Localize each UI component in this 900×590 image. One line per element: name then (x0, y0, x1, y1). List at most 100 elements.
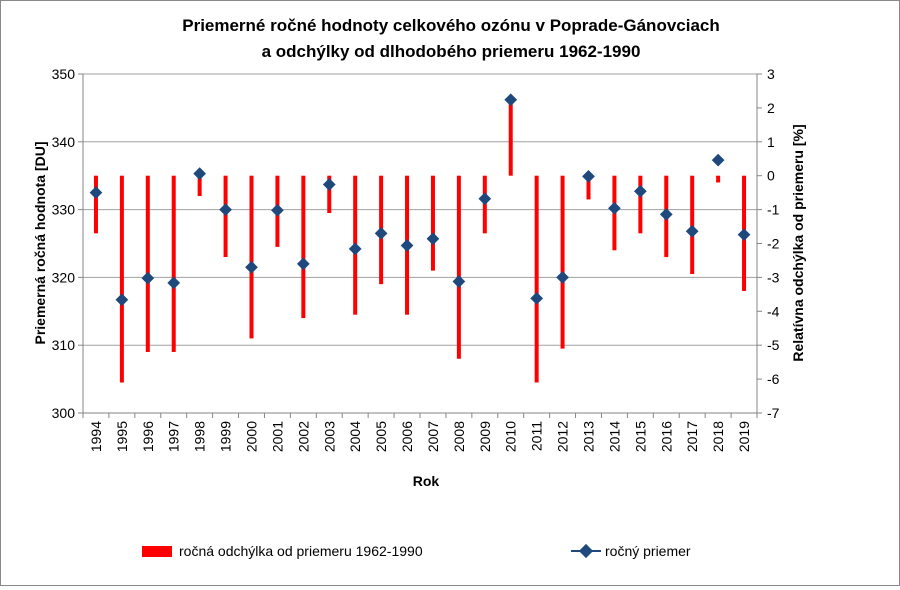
x-tick-label: 2006 (399, 421, 415, 452)
gridlines (83, 73, 757, 346)
annual-mean-markers (89, 93, 751, 307)
x-tick-label: 2005 (373, 421, 389, 452)
left-y-tick-label: 330 (52, 202, 76, 218)
deviation-bar (508, 101, 513, 176)
annual-mean-marker (737, 228, 751, 242)
deviation-bar (638, 175, 643, 234)
annual-mean-marker (685, 224, 699, 238)
deviation-bar (586, 175, 591, 200)
left-y-tick-label: 350 (52, 66, 76, 82)
legend-bar-label: ročná odchýlka od priemeru 1962-1990 (179, 543, 423, 559)
right-y-tick-label: -2 (767, 236, 780, 252)
x-tick-labels: 1994 1995 1996 1997 1998 1999 2000 2001 2002 2003… (88, 421, 752, 452)
right-y-tick-label: -1 (767, 202, 780, 218)
deviation-bar (223, 175, 228, 258)
x-tick-label: 2009 (477, 421, 493, 452)
legend-bar-swatch (142, 546, 172, 557)
deviation-bar (690, 175, 695, 275)
legend: ročná odchýlka od priemeru 1962-1990 roč… (142, 543, 691, 559)
left-y-axis-label: Priemerná ročná hodnota [DU] (32, 141, 48, 344)
deviation-bar (249, 175, 254, 339)
x-tick-label: 2017 (684, 421, 700, 452)
left-y-tick-label: 300 (52, 405, 76, 421)
x-tick-label: 2001 (269, 421, 285, 452)
x-tick-label: 2000 (244, 421, 260, 452)
right-y-axis-label: Relatívna odchýlka od priemeru [%] (790, 124, 806, 361)
legend-diamond-marker (578, 543, 594, 559)
annual-mean-marker (504, 93, 518, 107)
right-y-tick-label: -6 (767, 371, 780, 387)
annual-mean-marker (633, 184, 647, 198)
annual-mean-marker (478, 192, 492, 206)
x-tick-label: 2010 (503, 421, 519, 452)
annual-mean-marker (89, 186, 103, 200)
left-y-tick-label: 310 (52, 337, 76, 353)
deviation-bar (93, 175, 98, 234)
annual-mean-marker (219, 203, 232, 216)
right-y-tick-label: 3 (767, 66, 775, 82)
x-tick-label: 2011 (529, 421, 545, 451)
annual-mean-marker (167, 276, 181, 290)
right-y-tick-label: 2 (767, 100, 775, 116)
legend-line-label: ročný priemer (605, 543, 691, 559)
deviation-bar (327, 175, 332, 213)
left-y-tick-label: 340 (52, 134, 76, 150)
deviation-bar (171, 175, 176, 352)
right-y-tick-label: -4 (767, 303, 780, 319)
deviation-bar (430, 175, 435, 271)
deviation-bar (197, 175, 202, 197)
x-tick-label: 2015 (632, 421, 648, 452)
annual-mean-marker (608, 201, 621, 215)
x-tick-label: 1996 (140, 421, 156, 452)
annual-mean-marker (374, 226, 388, 240)
axes (78, 73, 762, 418)
right-y-tick-label: -7 (767, 405, 780, 421)
annual-mean-marker (141, 271, 155, 285)
annual-mean-marker (711, 153, 725, 167)
x-tick-label: 2012 (555, 421, 571, 452)
x-tick-label: 1999 (218, 421, 234, 452)
x-tick-label: 1994 (88, 421, 104, 452)
annual-mean-marker (271, 203, 284, 217)
deviation-bar (145, 175, 150, 352)
right-y-tick-label: 1 (767, 134, 775, 150)
right-y-tick-label: 0 (767, 168, 775, 184)
deviation-bar (716, 175, 721, 183)
x-tick-label: 2007 (425, 421, 441, 452)
deviation-bar (456, 175, 461, 359)
x-tick-label: 2019 (736, 421, 752, 452)
annual-mean-marker (426, 232, 440, 246)
deviation-bars (93, 101, 747, 383)
x-tick-label: 2014 (606, 421, 622, 452)
right-y-tick-label: -3 (767, 269, 780, 285)
x-tick-label: 2002 (295, 421, 311, 452)
left-y-tick-label: 320 (52, 269, 76, 285)
x-tick-label: 2004 (347, 421, 363, 452)
annual-mean-marker (348, 242, 362, 256)
x-tick-label: 1995 (114, 421, 130, 452)
x-tick-label: 2003 (321, 421, 337, 452)
x-tick-label: 2008 (451, 421, 467, 452)
x-tick-label: 2013 (581, 421, 597, 452)
annual-mean-marker (322, 178, 336, 191)
annual-mean-marker (193, 167, 207, 181)
x-axis-label: Rok (413, 473, 440, 489)
deviation-bar (534, 175, 539, 383)
x-tick-label: 1998 (192, 421, 208, 452)
right-y-tick-labels: -7 -6 -5 -4 -3 -2 -1 0 1 2 3 (767, 66, 780, 421)
chart-title-line1: Priemerné ročné hodnoty celkového ozónu … (182, 16, 720, 35)
annual-mean-marker (296, 257, 310, 271)
x-tick-label: 2018 (710, 421, 726, 452)
annual-mean-marker (245, 260, 258, 274)
x-tick-label: 1997 (166, 421, 182, 452)
right-y-tick-label: -5 (767, 337, 780, 353)
annual-mean-marker (452, 275, 466, 288)
x-tick-label: 2016 (658, 421, 674, 452)
deviation-bar (560, 175, 565, 349)
deviation-bar (301, 175, 306, 319)
annual-mean-marker (400, 239, 414, 252)
annual-mean-marker (115, 293, 129, 307)
annual-mean-marker (582, 170, 595, 183)
